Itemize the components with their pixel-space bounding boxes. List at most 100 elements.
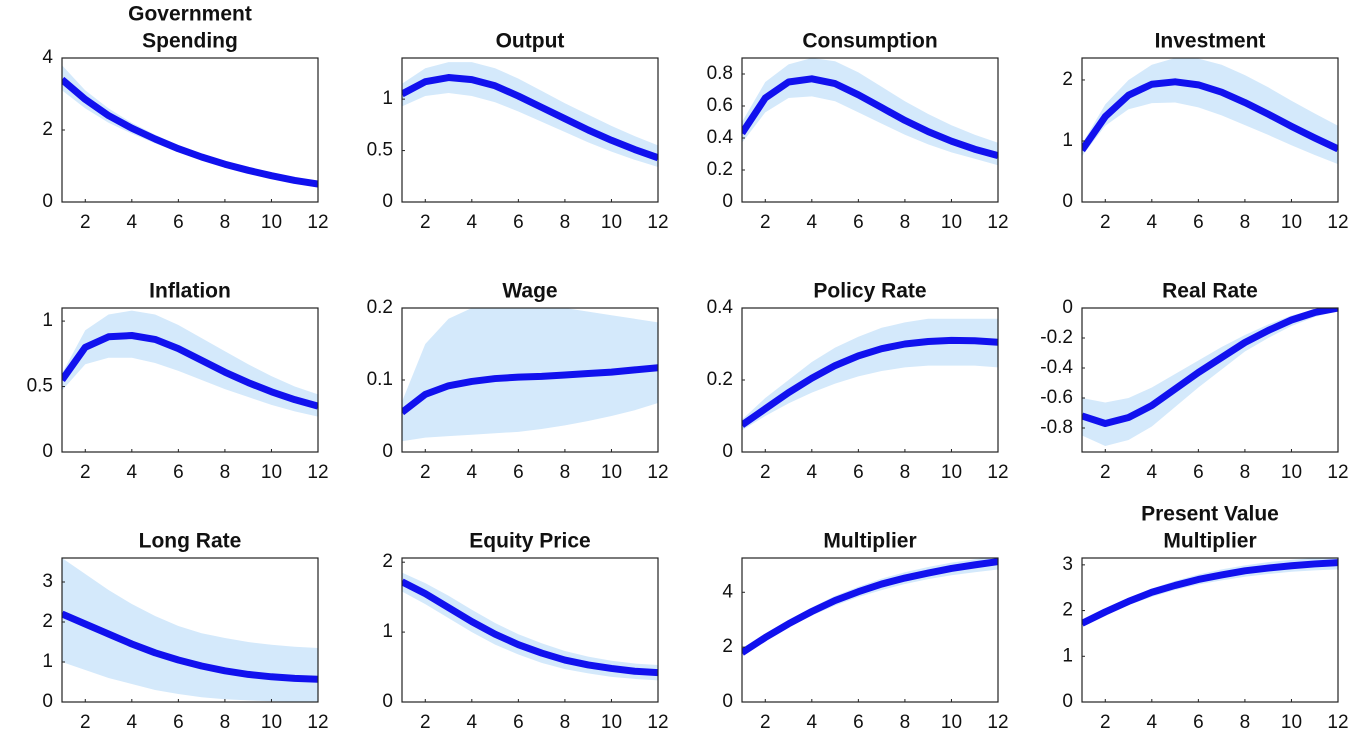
x-tick-label: 2 (420, 212, 431, 233)
x-tick-label: 4 (127, 212, 138, 233)
y-tick-label: -0.8 (1040, 417, 1073, 438)
y-tick-label: 0.2 (707, 159, 733, 180)
y-tick-label: 0.2 (367, 297, 393, 318)
panel-title: Consumption (802, 30, 937, 53)
confidence-band (742, 318, 998, 431)
median-line (402, 364, 658, 416)
y-tick-label: 1 (42, 651, 53, 672)
plot-area (62, 65, 318, 188)
panel-title: Output (496, 30, 565, 53)
x-tick-label: 8 (1240, 462, 1251, 483)
x-tick-label: 4 (807, 212, 818, 233)
x-tick-label: 8 (900, 712, 911, 733)
x-tick-label: 10 (941, 712, 962, 733)
y-tick-label: 0 (382, 441, 393, 462)
y-tick-label: -0.2 (1040, 327, 1073, 348)
axes-frame (1081, 57, 1339, 203)
y-tick-label: 2 (722, 636, 733, 657)
x-tick-label: 8 (560, 712, 571, 733)
y-tick-label: 0.4 (707, 297, 734, 318)
y-tick-label: 0 (1062, 691, 1073, 712)
confidence-band (402, 572, 658, 681)
y-tick-label: 3 (1062, 554, 1073, 575)
plot-area (402, 572, 658, 681)
panel-title: Government (128, 3, 252, 26)
panel: 0 2 4 2 4 6 8 10 12 Government Spending (42, 3, 328, 233)
x-tick-label: 2 (1100, 462, 1111, 483)
y-tick-label: 2 (382, 551, 393, 572)
y-tick-label: -0.6 (1040, 387, 1073, 408)
panel-title: Investment (1155, 30, 1266, 53)
axes-frame (401, 57, 659, 203)
x-tick-label: 8 (220, 212, 231, 233)
axes-frame (401, 557, 659, 703)
x-tick-label: 12 (1327, 462, 1348, 483)
panel-title: Multiplier (823, 530, 916, 553)
plot-area (742, 558, 998, 656)
panel-title: Multiplier (1163, 530, 1256, 553)
x-tick-label: 10 (941, 462, 962, 483)
x-tick-label: 6 (173, 712, 184, 733)
panel-title: Equity Price (469, 530, 590, 553)
y-tick-label: 0 (42, 441, 53, 462)
x-tick-label: 6 (853, 212, 864, 233)
y-tick-label: 0 (42, 191, 53, 212)
x-tick-label: 6 (173, 462, 184, 483)
x-tick-label: 6 (1193, 712, 1204, 733)
x-tick-label: 4 (1147, 212, 1158, 233)
x-tick-label: 4 (127, 462, 138, 483)
y-tick-label: 0.2 (707, 369, 733, 390)
confidence-band (402, 62, 658, 168)
plot-area (1082, 308, 1338, 446)
x-tick-label: 10 (601, 212, 622, 233)
x-tick-label: 4 (467, 462, 478, 483)
panel-title: Long Rate (139, 530, 242, 553)
x-tick-label: 2 (1100, 712, 1111, 733)
confidence-band (62, 310, 318, 417)
y-tick-label: 1 (1062, 645, 1073, 666)
x-tick-label: 2 (420, 462, 431, 483)
x-tick-label: 8 (560, 212, 571, 233)
median-line (742, 336, 998, 428)
median-line (1082, 559, 1338, 627)
panel-title: Inflation (149, 280, 231, 303)
x-tick-label: 4 (1147, 712, 1158, 733)
x-tick-label: 12 (1327, 712, 1348, 733)
x-tick-label: 12 (987, 462, 1008, 483)
panel: 0 2 4 2 4 6 8 10 12 Multiplier (722, 530, 1008, 733)
x-tick-label: 6 (1193, 212, 1204, 233)
x-tick-label: 2 (1100, 212, 1111, 233)
plot-area (402, 62, 658, 168)
x-tick-label: 8 (900, 212, 911, 233)
median-line (62, 331, 318, 410)
x-tick-label: 4 (807, 712, 818, 733)
confidence-band (1082, 58, 1338, 165)
y-tick-label: 1 (382, 621, 393, 642)
x-tick-label: 2 (80, 462, 91, 483)
plot-area (1082, 558, 1338, 627)
panel-title: Policy Rate (813, 280, 926, 303)
x-tick-label: 6 (173, 212, 184, 233)
y-tick-label: 0 (382, 191, 393, 212)
confidence-band (742, 558, 998, 654)
x-tick-label: 6 (513, 212, 524, 233)
x-tick-label: 12 (307, 712, 328, 733)
x-tick-label: 2 (420, 712, 431, 733)
x-tick-label: 10 (941, 212, 962, 233)
x-tick-label: 12 (307, 212, 328, 233)
y-tick-label: 0.5 (27, 376, 53, 397)
x-tick-label: 12 (647, 212, 668, 233)
x-tick-label: 10 (261, 212, 282, 233)
x-tick-label: 2 (80, 212, 91, 233)
y-tick-label: 4 (42, 47, 53, 68)
y-tick-label: 0 (1062, 191, 1073, 212)
panel-title: Present Value (1141, 503, 1279, 526)
plot-area (62, 558, 318, 702)
y-tick-label: 4 (722, 581, 733, 602)
median-line (402, 578, 658, 677)
axes-frame (1081, 307, 1339, 453)
y-tick-label: 0.6 (707, 95, 733, 116)
y-tick-label: 1 (382, 88, 393, 109)
axes-frame (741, 57, 999, 203)
